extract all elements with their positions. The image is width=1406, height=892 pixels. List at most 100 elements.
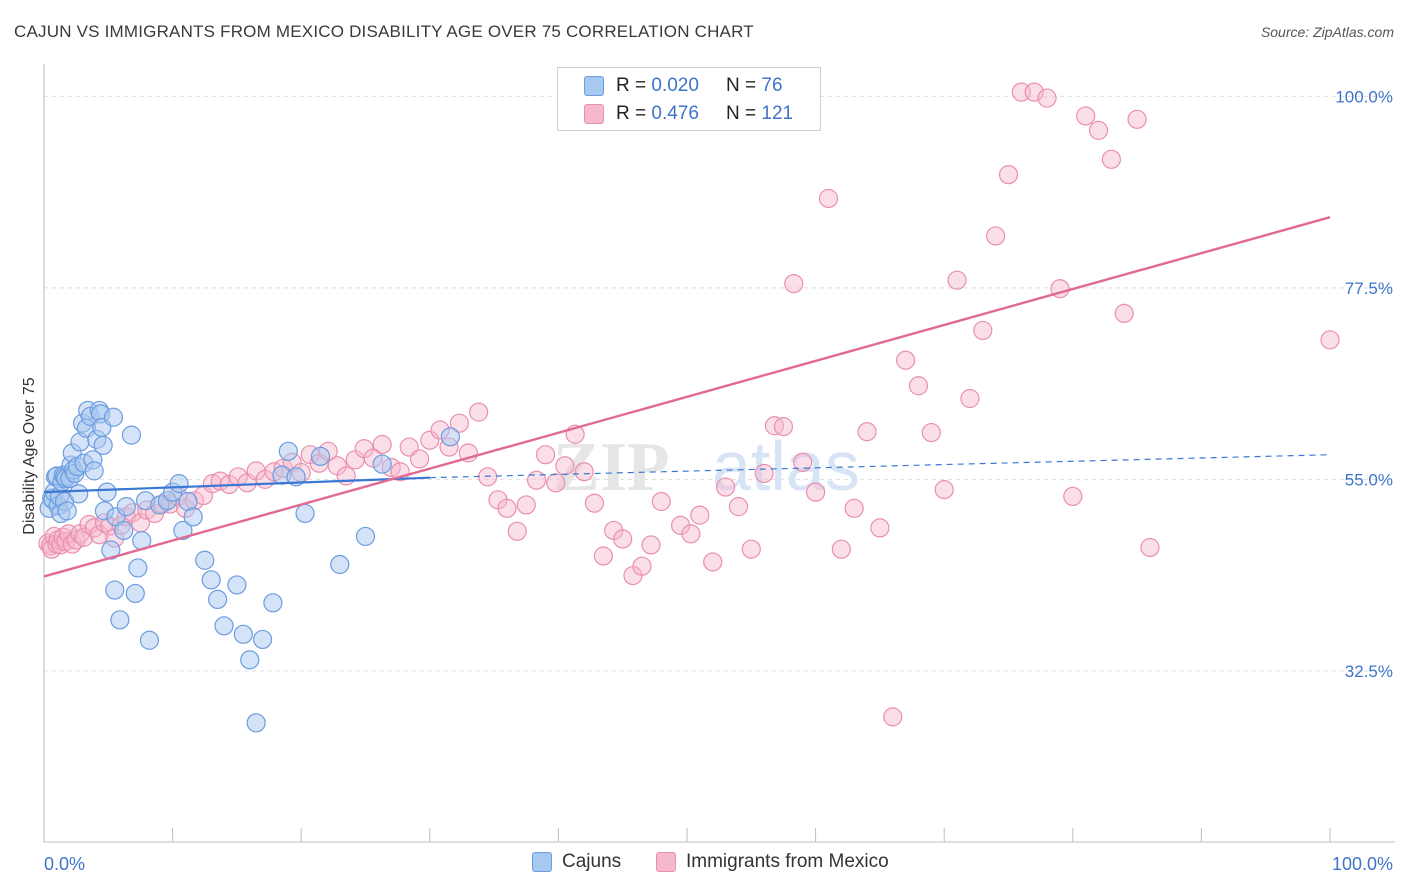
data-point-cajuns [195,550,215,570]
data-point-cajuns [139,630,160,650]
data-point-cajuns [169,474,189,494]
data-point-cajuns [116,497,136,517]
data-point-immigrants [632,556,652,576]
data-point-immigrants [908,376,929,396]
series-cajuns-points [39,400,460,733]
legend-label-immigrants: Immigrants from Mexico [686,851,889,872]
data-point-cajuns [110,610,130,630]
data-point-immigrants [593,546,614,566]
data-point-cajuns [121,425,142,445]
data-point-immigrants [372,434,392,455]
data-point-cajuns [330,554,350,575]
data-point-immigrants [420,430,440,450]
data-point-cajuns [84,461,104,481]
data-point-immigrants [526,470,547,490]
n-label: N = [726,75,762,96]
chart-title: CAJUN VS IMMIGRANTS FROM MEXICO DISABILI… [14,22,754,41]
data-point-cajuns [125,583,145,604]
data-point-immigrants [947,270,967,290]
data-point-cajuns [263,593,283,613]
data-point-cajuns [103,407,124,427]
data-point-cajuns [355,526,376,547]
data-point-cajuns [69,484,89,504]
data-point-cajuns [201,570,221,590]
data-point-immigrants [715,477,736,497]
x-tick-max: 100.0% [1332,854,1393,874]
stats-row-cajuns: R = 0.020 N = 76 [584,73,783,99]
data-point-immigrants [883,707,903,727]
trend-line-immigrants [43,216,1331,578]
trend-line-cajuns-dashed [429,454,1331,479]
y-axis-label: Disability Age Over 75 [21,377,38,535]
data-point-cajuns [310,446,331,467]
legend-item-immigrants[interactable]: Immigrants from Mexico [656,851,889,873]
data-point-immigrants [79,514,99,535]
x-tick-min: 0.0% [44,854,85,874]
data-point-immigrants [831,539,851,559]
data-point-immigrants [805,482,826,502]
legend-swatch-cajuns [584,76,604,96]
data-point-immigrants [773,417,794,437]
legend-item-cajuns[interactable]: Cajuns [532,851,621,873]
r-label: R = [616,75,652,96]
data-point-immigrants [960,388,980,409]
data-point-cajuns [128,558,148,578]
data-point-cajuns [101,540,121,560]
source-label: Source: ZipAtlas.com [1260,24,1394,40]
data-point-cajuns [233,624,253,644]
data-point-immigrants [1320,330,1340,350]
data-point-immigrants [497,498,517,518]
data-point-immigrants [1063,486,1083,507]
data-point-immigrants [1127,109,1147,129]
data-point-cajuns [208,589,228,610]
data-point-immigrants [574,462,594,482]
data-point-cajuns [114,520,134,541]
data-point-immigrants [896,350,916,370]
data-point-immigrants [986,226,1006,246]
data-point-immigrants [469,402,489,422]
data-point-cajuns [93,435,113,455]
data-point-immigrants [784,274,804,294]
data-point-cajuns [286,467,306,487]
legend-swatch-immigrants [584,104,604,124]
data-point-immigrants [690,505,710,525]
data-point-immigrants [793,452,813,472]
data-point-immigrants [703,552,723,572]
stats-legend: R = 0.020 N = 76 R = 0.476 N = 121 [557,67,821,131]
data-point-immigrants [1114,303,1134,324]
data-point-immigrants [1088,120,1109,140]
data-point-immigrants [818,188,839,209]
y-tick-label: 32.5% [1345,662,1393,681]
data-point-immigrants [651,491,671,512]
data-point-immigrants [535,445,556,465]
data-point-immigrants [336,466,356,486]
trend-lines [43,216,1331,578]
data-point-cajuns [278,441,298,461]
data-point-cajuns [173,520,193,541]
data-point-immigrants [409,449,430,469]
data-point-immigrants [449,413,469,433]
y-tick-label: 77.5% [1345,279,1393,298]
data-point-cajuns [214,616,234,636]
data-point-cajuns [295,503,315,524]
grid-lines [44,95,1395,672]
data-point-cajuns [57,501,77,521]
n-value-immigrants: 121 [761,103,794,124]
data-point-immigrants [934,480,954,500]
data-point-immigrants [728,497,749,517]
data-point-immigrants [58,524,79,544]
data-point-immigrants [546,473,566,493]
data-point-immigrants [1140,537,1160,558]
data-point-immigrants [641,535,661,555]
r-value-cajuns: 0.020 [651,75,699,96]
data-point-immigrants [555,456,575,476]
data-point-immigrants [1076,106,1096,126]
legend-swatch-cajuns [532,852,552,872]
data-point-immigrants [516,495,536,515]
data-point-immigrants [202,474,223,494]
data-point-immigrants [921,422,941,443]
watermark-atlas: atlas [712,427,860,505]
data-point-immigrants [844,498,864,518]
stats-row-immigrants: R = 0.476 N = 121 [584,101,793,127]
data-point-immigrants [1101,149,1121,169]
